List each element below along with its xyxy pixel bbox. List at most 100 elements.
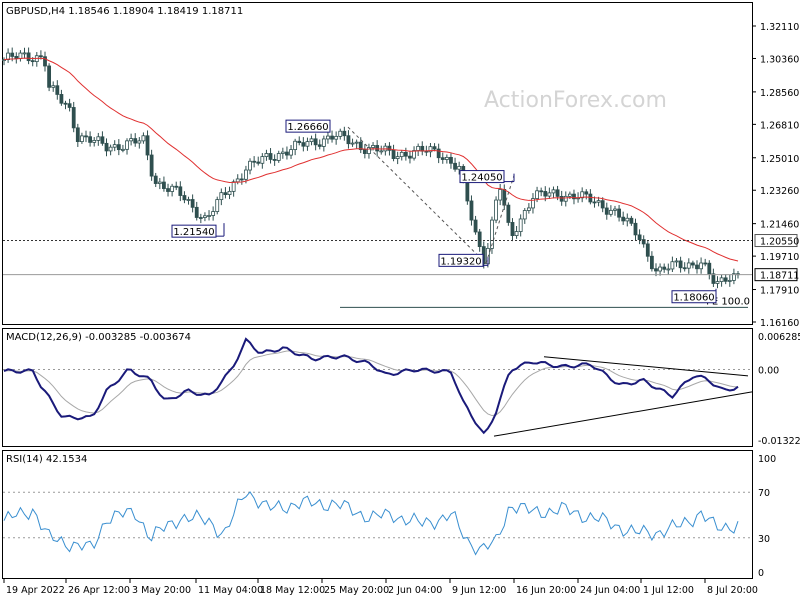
candle-body: [75, 127, 80, 143]
candle-body: [391, 149, 396, 159]
macd-tick-label: 0.006285: [758, 332, 800, 343]
price-annotation-label: 1.26660: [287, 122, 328, 133]
candle-body: [535, 190, 539, 199]
candle-body: [375, 145, 380, 152]
candle-body: [588, 193, 593, 203]
rsi-tick-label: 70: [758, 488, 770, 499]
candle-body: [252, 160, 257, 163]
candle-body: [362, 149, 367, 154]
x-tick-label: 25 May 20:00: [324, 585, 389, 596]
candle-body: [654, 268, 658, 272]
price-annotation-label: 1.19320: [440, 256, 481, 267]
macd-trendline-lower: [493, 391, 753, 437]
price-tick-label: 1.17910: [760, 286, 799, 297]
price-annotation-label: 1.24050: [461, 173, 502, 184]
candle-body: [379, 150, 384, 153]
candle-body: [145, 135, 150, 156]
candle-body: [326, 135, 330, 140]
candle-body: [174, 185, 179, 188]
candle-body: [346, 135, 351, 145]
projection-dash-a: [347, 126, 487, 264]
candle-body: [678, 260, 683, 269]
candle-body: [203, 215, 207, 218]
price-tick-label: 1.21460: [760, 220, 799, 231]
candle-body: [547, 192, 552, 197]
price-tick-label: 1.26810: [760, 120, 799, 131]
candle-body: [539, 190, 544, 193]
candle-body: [690, 262, 695, 266]
candle-body: [416, 145, 421, 151]
candle-body: [600, 200, 605, 209]
candle-body: [707, 262, 712, 275]
candle-body: [63, 102, 68, 105]
price-annotation-box: [438, 253, 484, 267]
candle-body: [477, 231, 482, 247]
price-tick-label: 1.30360: [760, 54, 799, 65]
macd-panel: [2, 328, 753, 447]
candle-body: [428, 146, 433, 153]
candle-body: [498, 189, 503, 201]
candle-body: [215, 199, 220, 212]
candle-body: [264, 153, 269, 157]
candle-body: [412, 150, 416, 159]
candle-body: [280, 151, 285, 154]
candle-body: [104, 142, 109, 152]
candle-body: [350, 142, 355, 145]
candle-body: [301, 142, 306, 147]
candle-body: [473, 219, 478, 233]
candle-body: [67, 103, 72, 108]
rsi-series: [3, 491, 752, 556]
candle-body: [129, 138, 134, 142]
candle-body: [543, 191, 548, 197]
candle-body: [440, 157, 445, 160]
rsi-line: [3, 491, 739, 556]
candle-body: [580, 191, 585, 199]
candle-body: [305, 141, 310, 147]
price-tick-label: 1.19710: [760, 252, 799, 263]
candle-body: [43, 56, 47, 67]
x-tick-label: 8 Jul 20:00: [707, 585, 758, 596]
candle-body: [617, 208, 621, 218]
price-panel: [2, 2, 753, 325]
candle-body: [71, 107, 76, 129]
candle-body: [22, 52, 27, 55]
x-tick-label: 26 Apr 12:00: [68, 585, 130, 596]
candle-body: [559, 195, 564, 202]
candle-body: [272, 159, 277, 161]
candle-body: [260, 156, 265, 164]
price-annotation-label: 1.18060: [673, 293, 714, 304]
price-annotation-box: [459, 170, 505, 184]
axes: 1.32110 1.30360 1.28560 1.26810 1.25010 1.232…: [3, 22, 800, 596]
candle-body: [436, 148, 441, 159]
candle-body: [658, 266, 662, 272]
macd-trendline-upper: [543, 356, 749, 377]
candle-body: [621, 216, 626, 222]
candle-body: [235, 178, 240, 183]
candle-body: [731, 273, 736, 281]
candle-body: [137, 140, 142, 144]
candle-body: [207, 215, 211, 217]
candle-body: [703, 262, 708, 265]
candle-body: [584, 191, 589, 195]
candle-body: [162, 181, 166, 189]
candle-body: [403, 151, 408, 157]
candle-body: [182, 195, 187, 201]
candle-body: [625, 217, 630, 222]
candle-body: [502, 189, 507, 206]
candle-body: [10, 52, 15, 57]
candle-body: [59, 94, 64, 104]
candle-body: [674, 260, 679, 263]
candle-body: [510, 222, 515, 236]
candle-body: [432, 146, 437, 150]
candle-body: [645, 243, 650, 257]
candle-body: [219, 192, 224, 201]
candle-body: [186, 199, 191, 201]
x-tick-label: 24 Jun 04:00: [580, 585, 640, 596]
x-tick-label: 11 May 04:00: [198, 585, 263, 596]
candle-body: [686, 262, 691, 269]
price-tick-label: 1.28560: [760, 88, 799, 99]
candle-body: [51, 85, 56, 88]
candle-body: [727, 279, 732, 282]
price-annotation-box: [171, 224, 217, 238]
candle-body: [395, 156, 400, 159]
